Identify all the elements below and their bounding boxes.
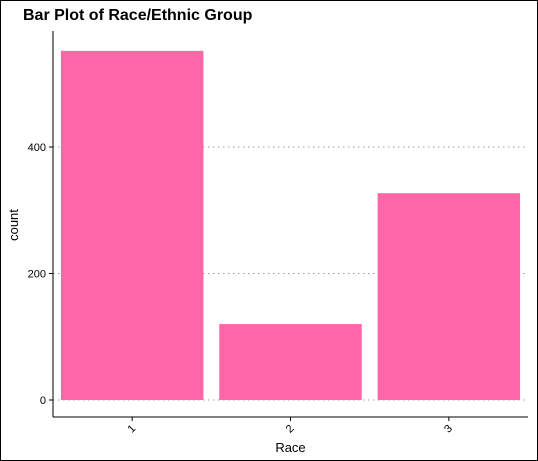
- bar-3: [377, 193, 521, 400]
- x-tick-label: 2: [284, 423, 297, 436]
- x-axis-title: Race: [275, 440, 305, 455]
- y-tick-label: 200: [28, 269, 46, 281]
- x-tick-label: 3: [442, 423, 455, 436]
- y-tick-label: 0: [40, 395, 46, 407]
- y-ticks: 0 200 400: [28, 142, 53, 407]
- x-tick-label: 1: [125, 423, 138, 436]
- y-tick-label: 400: [28, 142, 46, 154]
- bar-1: [60, 50, 204, 401]
- x-ticks: 1 2 3: [125, 417, 455, 436]
- chart-title: Bar Plot of Race/Ethnic Group: [23, 7, 253, 24]
- bars: [60, 50, 521, 401]
- y-axis-title: count: [6, 209, 21, 241]
- bar-2: [219, 324, 362, 400]
